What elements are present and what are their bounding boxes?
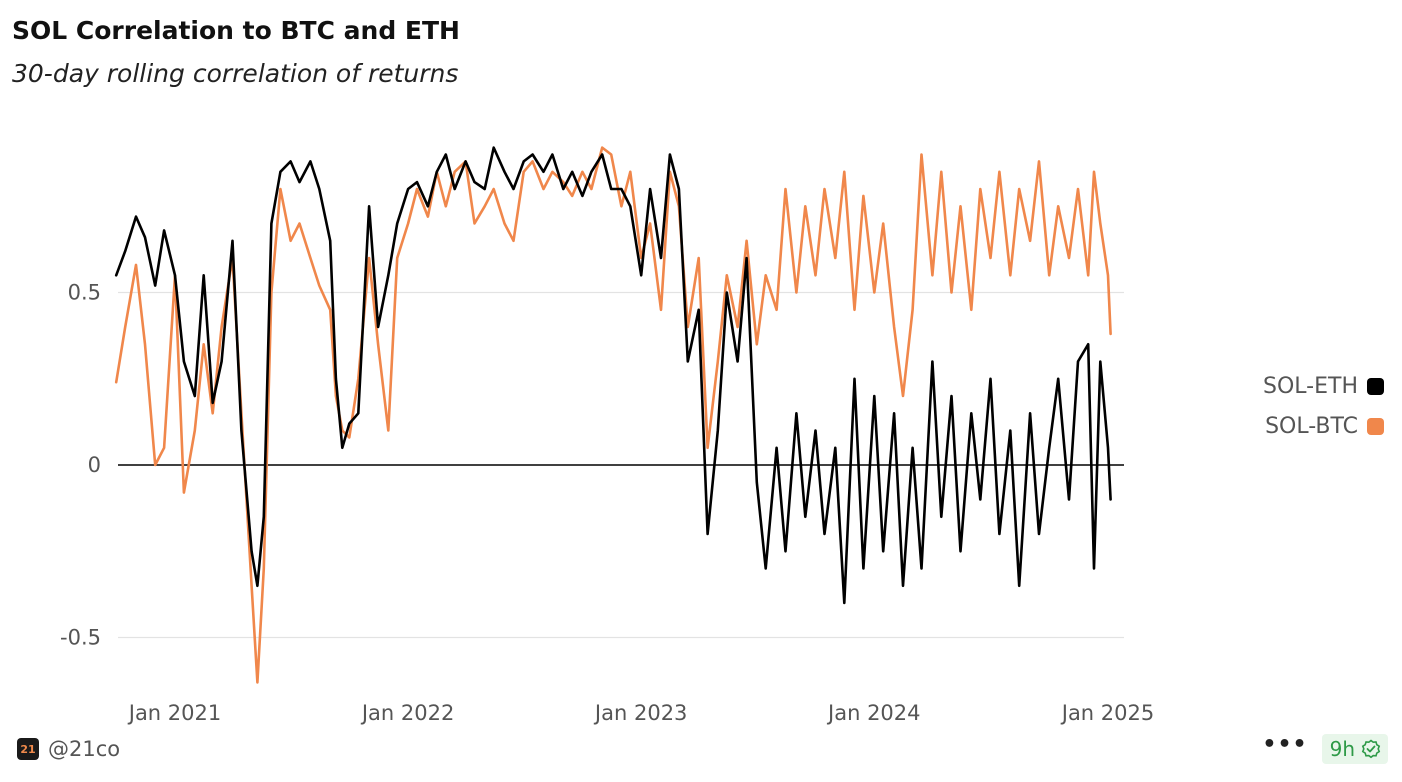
- source-handle[interactable]: @21co: [48, 737, 121, 761]
- footer-source: 21 @21co: [17, 737, 120, 761]
- age-badge-text: 9h: [1329, 737, 1355, 761]
- brand-logo-icon: 21: [17, 738, 39, 760]
- age-badge[interactable]: 9h: [1321, 734, 1388, 764]
- y-tick-label: 0: [88, 453, 101, 477]
- more-options-icon[interactable]: •••: [1262, 732, 1308, 757]
- chart-legend: SOL-ETH SOL-BTC: [1184, 366, 1384, 446]
- legend-item-sol-eth[interactable]: SOL-ETH: [1184, 366, 1384, 406]
- x-tick-label: Jan 2023: [593, 701, 688, 725]
- x-tick-label: Jan 2022: [360, 701, 455, 725]
- y-tick-label: -0.5: [60, 626, 101, 650]
- legend-label-sol-eth: SOL-ETH: [1263, 373, 1358, 399]
- chart-subtitle: 30-day rolling correlation of returns: [12, 59, 459, 88]
- x-tick-label: Jan 2024: [826, 701, 921, 725]
- series-line-sol-btc: [114, 146, 1112, 684]
- x-tick-label: Jan 2021: [127, 701, 222, 725]
- chart-title: SOL Correlation to BTC and ETH: [12, 16, 460, 45]
- check-badge-icon: [1361, 739, 1381, 759]
- legend-swatch-sol-btc: [1367, 417, 1384, 435]
- footer-actions: ••• 9h: [1262, 734, 1388, 764]
- legend-item-sol-btc[interactable]: SOL-BTC: [1184, 406, 1384, 446]
- legend-swatch-sol-eth: [1367, 377, 1384, 395]
- legend-label-sol-btc: SOL-BTC: [1265, 413, 1358, 439]
- x-tick-label: Jan 2025: [1060, 701, 1155, 725]
- y-tick-label: 0.5: [68, 281, 101, 305]
- series-line-sol-eth: [114, 146, 1112, 605]
